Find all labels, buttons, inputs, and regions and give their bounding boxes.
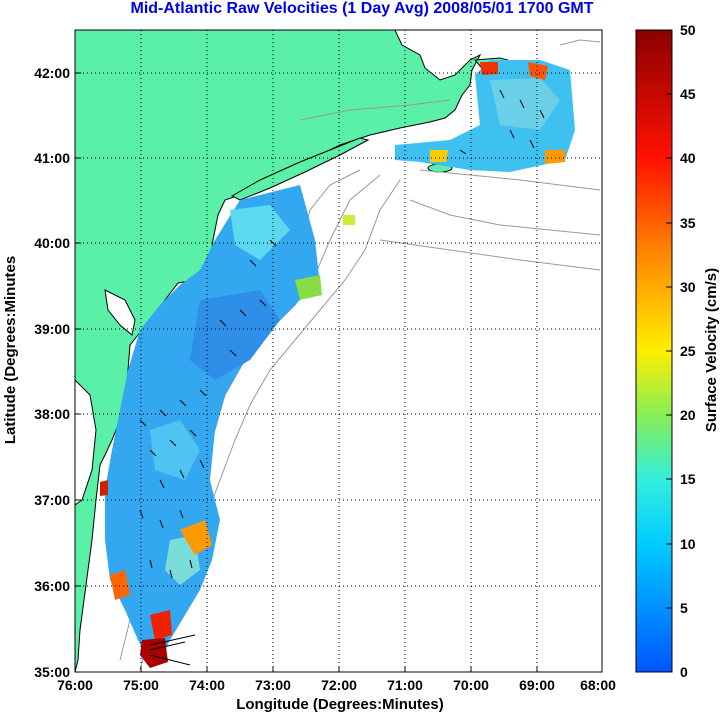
y-tick-label: 36:00 xyxy=(34,578,70,594)
x-tick-label: 68:00 xyxy=(580,677,616,693)
colorbar-tick-label: 45 xyxy=(680,86,696,102)
x-tick-label: 70:00 xyxy=(453,677,489,693)
x-tick-labels: 76:00 75:00 74:00 73:00 72:00 71:00 70:0… xyxy=(57,677,616,693)
y-tick-label: 42:00 xyxy=(34,65,70,81)
colorbar-tick-label: 50 xyxy=(680,22,696,38)
velocity-vectors xyxy=(139,89,545,666)
y-tick-label: 35:00 xyxy=(34,664,70,680)
velocity-field-north xyxy=(343,60,575,225)
x-tick-label: 76:00 xyxy=(57,677,93,693)
x-tick-label: 75:00 xyxy=(123,677,159,693)
y-tick-label: 39:00 xyxy=(34,321,70,337)
y-tick-labels: 42:00 41:00 40:00 39:00 38:00 37:00 36:0… xyxy=(34,65,70,680)
land-mass xyxy=(75,30,482,672)
colorbar-tick-label: 30 xyxy=(680,279,696,295)
colorbar-tick-label: 25 xyxy=(680,343,696,359)
y-tick-label: 40:00 xyxy=(34,235,70,251)
x-tick-label: 72:00 xyxy=(321,677,357,693)
colorbar-tick-label: 35 xyxy=(680,215,696,231)
tick-marks xyxy=(74,72,603,673)
x-tick-label: 74:00 xyxy=(189,677,225,693)
colorbar-tick-label: 20 xyxy=(680,407,696,423)
velocity-field-south xyxy=(100,185,322,668)
colorbar-ticks xyxy=(666,29,672,673)
colorbar-tick-label: 5 xyxy=(680,600,688,616)
colorbar-tick-label: 0 xyxy=(680,664,688,680)
x-tick-label: 69:00 xyxy=(519,677,555,693)
y-tick-label: 38:00 xyxy=(34,406,70,422)
colorbar-tick-label: 40 xyxy=(680,150,696,166)
y-tick-label: 37:00 xyxy=(34,492,70,508)
y-axis-label: Latitude (Degrees:Minutes xyxy=(2,256,19,444)
x-axis-label: Longitude (Degrees:Minutes) xyxy=(236,696,444,713)
colorbar-tick-label: 10 xyxy=(680,536,696,552)
delaware-bay xyxy=(104,289,136,336)
colorbar-label: Surface Velocity (cm/s) xyxy=(703,268,720,432)
long-island xyxy=(230,137,370,201)
x-tick-label: 71:00 xyxy=(387,677,423,693)
chesapeake-bay xyxy=(75,379,97,506)
map-title: Mid-Atlantic Raw Velocities (1 Day Avg) … xyxy=(130,0,594,17)
x-tick-label: 73:00 xyxy=(255,677,291,693)
colorbar-tick-label: 15 xyxy=(680,471,696,487)
colorbar-tick-labels: 50 45 40 35 30 25 20 15 10 5 0 xyxy=(680,22,696,680)
y-tick-label: 41:00 xyxy=(34,150,70,166)
